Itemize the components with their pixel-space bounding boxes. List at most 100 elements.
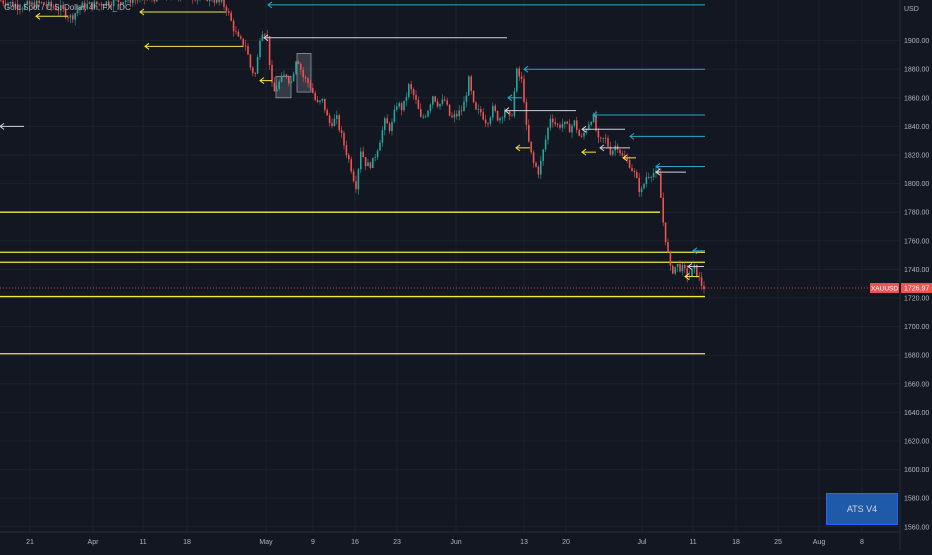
candle-body	[281, 76, 283, 82]
y-tick-label: 1900.00	[904, 38, 929, 45]
candle-body	[154, 0, 156, 1]
candle-body	[641, 188, 643, 192]
x-tick-label: May	[259, 539, 273, 546]
y-tick-label: 1860.00	[904, 95, 929, 102]
candle-body	[305, 77, 307, 78]
candle-body	[466, 96, 468, 102]
candle-body	[379, 143, 381, 151]
candle-body	[528, 125, 530, 142]
candle-body	[564, 122, 566, 124]
x-tick-label: 21	[26, 539, 34, 546]
candle-body	[389, 124, 391, 131]
candle-body	[468, 76, 470, 95]
candle-body	[290, 81, 292, 83]
candle-body	[437, 102, 439, 107]
candle-body	[218, 0, 220, 2]
candle-body	[576, 120, 578, 130]
axis-unit-label: USD	[904, 6, 919, 13]
candle-body	[302, 70, 304, 77]
candle-body	[514, 91, 516, 115]
candle-body	[629, 160, 631, 168]
candle-body	[662, 198, 664, 223]
candle-body	[682, 265, 684, 271]
candle-body	[442, 99, 444, 104]
candle-body	[372, 158, 374, 168]
candle-body	[619, 150, 621, 154]
candle-body	[125, 1, 127, 2]
candle-body	[310, 83, 312, 88]
candle-body	[403, 101, 405, 110]
candle-body	[653, 173, 655, 177]
candle-body	[374, 157, 376, 158]
candle-body	[331, 123, 333, 126]
candle-body	[552, 119, 554, 123]
candle-body	[631, 168, 633, 171]
candle-body	[523, 79, 525, 102]
candle-body	[252, 68, 254, 74]
symbol-title: Gold Spot / U.S. Dollar, 4h, FX_IDC	[4, 3, 131, 12]
y-tick-label: 1760.00	[904, 238, 929, 245]
candle-body	[307, 78, 309, 83]
candle-body	[254, 73, 256, 74]
candle-body	[415, 95, 417, 100]
last-price-label: 1726.97	[904, 286, 929, 293]
candle-body	[598, 130, 600, 137]
candle-body	[353, 172, 355, 182]
candle-body	[470, 76, 472, 90]
candle-body	[547, 128, 549, 140]
candle-body	[319, 101, 321, 102]
x-tick-label: 11	[139, 539, 146, 546]
candle-body	[670, 252, 672, 266]
candle-body	[600, 137, 602, 138]
candle-body	[398, 103, 400, 106]
candle-body	[286, 75, 288, 77]
candle-body	[293, 74, 295, 82]
candle-body	[535, 163, 537, 167]
candle-body	[463, 102, 465, 112]
y-tick-label: 1740.00	[904, 267, 929, 274]
candle-body	[475, 102, 477, 109]
candle-body	[230, 13, 232, 21]
price-axis[interactable]: USD1560.001580.001600.001620.001640.0016…	[870, 0, 932, 550]
candle-body	[406, 97, 408, 101]
candle-body	[235, 31, 237, 32]
candle-body	[343, 133, 345, 145]
candle-body	[221, 0, 223, 2]
candle-body	[701, 277, 703, 286]
candle-body	[490, 118, 492, 124]
candle-body	[650, 177, 652, 178]
x-tick-label: 11	[689, 539, 696, 546]
candle-body	[497, 111, 499, 120]
candle-body	[370, 162, 372, 168]
x-tick-label: 13	[520, 539, 528, 546]
candle-body	[156, 0, 158, 1]
candle-body	[581, 136, 583, 137]
candle-body	[605, 138, 607, 139]
y-tick-label: 1660.00	[904, 381, 929, 388]
candle-body	[559, 125, 561, 128]
ats-badge[interactable]: ATS V4	[826, 493, 898, 525]
candle-body	[638, 178, 640, 192]
candle-body	[326, 110, 328, 115]
candle-body	[590, 122, 592, 125]
candle-body	[132, 0, 134, 3]
candle-body	[384, 118, 386, 130]
candle-body	[334, 119, 336, 126]
candle-body	[554, 122, 556, 124]
candle-body	[667, 242, 669, 252]
candle-body	[427, 111, 429, 117]
candle-body	[283, 75, 285, 76]
candle-body	[444, 99, 446, 100]
candle-body	[430, 105, 432, 111]
candle-body	[70, 15, 72, 17]
candle-body	[665, 222, 667, 242]
candle-body	[566, 122, 568, 124]
candle-body	[622, 153, 624, 155]
candle-body	[348, 155, 350, 159]
candle-body	[367, 162, 369, 166]
candle-body	[0, 1, 2, 2]
candle-body	[492, 106, 494, 118]
